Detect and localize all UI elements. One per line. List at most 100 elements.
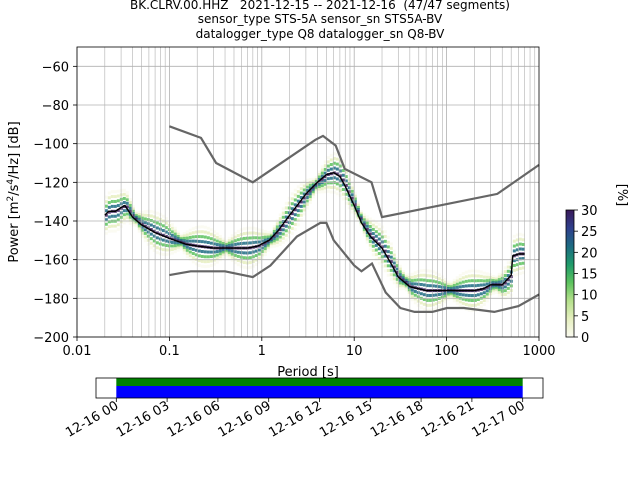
density-cell bbox=[269, 241, 273, 245]
density-cell bbox=[290, 231, 294, 235]
density-cell bbox=[404, 286, 408, 290]
density-cell bbox=[236, 229, 240, 233]
density-cell bbox=[191, 252, 195, 256]
density-cell bbox=[506, 269, 510, 273]
density-cell bbox=[104, 200, 108, 204]
density-cell bbox=[470, 274, 474, 278]
density-cell bbox=[125, 212, 129, 216]
density-cell bbox=[353, 203, 357, 207]
density-cell bbox=[341, 192, 345, 196]
density-cell bbox=[488, 281, 492, 285]
density-cell bbox=[110, 229, 114, 233]
density-cell bbox=[314, 187, 318, 191]
density-cell bbox=[299, 213, 303, 217]
density-cell bbox=[272, 239, 276, 243]
density-cell bbox=[173, 226, 177, 230]
density-cell bbox=[230, 252, 234, 256]
x-tick-label: 0.01 bbox=[63, 344, 92, 359]
density-cell bbox=[341, 173, 345, 177]
density-cell bbox=[506, 261, 510, 265]
density-cell bbox=[179, 233, 183, 237]
density-cell bbox=[371, 240, 375, 244]
density-cell bbox=[149, 228, 153, 232]
density-cell bbox=[266, 246, 270, 250]
density-cell bbox=[473, 269, 477, 273]
density-cell bbox=[230, 255, 234, 259]
density-cell bbox=[506, 291, 510, 295]
density-cell bbox=[224, 243, 228, 247]
density-cell bbox=[359, 211, 363, 215]
density-cell bbox=[356, 210, 360, 214]
density-cell bbox=[305, 199, 309, 203]
density-cell bbox=[242, 265, 246, 269]
density-cell bbox=[521, 242, 525, 246]
density-cell bbox=[146, 213, 150, 217]
density-cell bbox=[341, 178, 345, 182]
density-cell bbox=[299, 218, 303, 222]
colorbar-tick-label: 15 bbox=[581, 268, 598, 283]
density-cell bbox=[137, 212, 141, 216]
density-cell bbox=[458, 281, 462, 285]
density-cell bbox=[470, 308, 474, 312]
density-cell bbox=[260, 249, 264, 253]
density-cell bbox=[290, 192, 294, 196]
density-cell bbox=[308, 198, 312, 202]
density-cell bbox=[404, 277, 408, 281]
density-cell bbox=[389, 277, 393, 281]
density-cell bbox=[353, 208, 357, 212]
density-cell bbox=[317, 170, 321, 174]
low-noise-model-line bbox=[169, 221, 540, 314]
density-cell bbox=[149, 219, 153, 223]
density-cell bbox=[404, 288, 408, 292]
density-cell bbox=[143, 239, 147, 243]
density-cell bbox=[299, 191, 303, 195]
density-cell bbox=[425, 308, 429, 312]
density-cell bbox=[212, 250, 216, 254]
density-cell bbox=[170, 248, 174, 252]
density-cell bbox=[185, 251, 189, 255]
density-cell bbox=[260, 236, 264, 240]
density-cell bbox=[191, 235, 195, 239]
density-cell bbox=[350, 189, 354, 193]
density-cell bbox=[317, 187, 321, 191]
density-cell bbox=[221, 244, 225, 248]
density-cell bbox=[392, 249, 396, 253]
density-cell bbox=[386, 273, 390, 277]
density-cell bbox=[344, 170, 348, 174]
density-cell bbox=[482, 299, 486, 303]
density-cell bbox=[518, 237, 522, 241]
density-cell bbox=[209, 250, 213, 254]
colorbar-tick-label: 10 bbox=[581, 289, 598, 304]
density-cell bbox=[233, 257, 237, 261]
density-cell bbox=[335, 152, 339, 156]
density-cell bbox=[242, 227, 246, 231]
density-cell bbox=[515, 233, 519, 237]
density-cell bbox=[203, 265, 207, 269]
density-cell bbox=[248, 226, 252, 230]
density-cell bbox=[446, 280, 450, 284]
density-cell bbox=[170, 240, 174, 244]
density-cell bbox=[296, 218, 300, 222]
density-cell bbox=[443, 294, 447, 298]
density-cell bbox=[194, 230, 198, 234]
density-cell bbox=[506, 282, 510, 286]
density-cell bbox=[122, 188, 126, 192]
colorbar-tick-label: 20 bbox=[581, 246, 598, 261]
density-cell bbox=[497, 272, 501, 276]
density-cell bbox=[503, 270, 507, 274]
density-cell bbox=[308, 186, 312, 190]
density-cell bbox=[338, 179, 342, 183]
density-cell bbox=[320, 190, 324, 194]
density-cell bbox=[233, 235, 237, 239]
density-cell bbox=[107, 196, 111, 200]
density-cell bbox=[512, 273, 516, 277]
density-cell bbox=[491, 277, 495, 281]
density-cell bbox=[338, 189, 342, 193]
density-cell bbox=[272, 237, 276, 241]
density-cell bbox=[437, 300, 441, 304]
density-cell bbox=[311, 186, 315, 190]
density-cell bbox=[155, 226, 159, 230]
colorbar-tick-label: 0 bbox=[581, 331, 589, 346]
density-cell bbox=[218, 237, 222, 241]
density-cell bbox=[272, 225, 276, 229]
